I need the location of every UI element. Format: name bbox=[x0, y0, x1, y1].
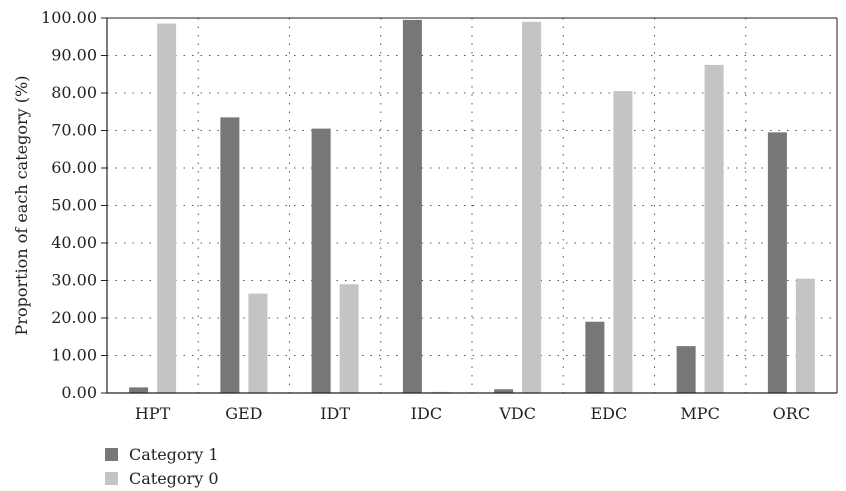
legend-item-category-0: Category 0 bbox=[105, 466, 219, 490]
grid-lines bbox=[107, 18, 837, 393]
bar-category-1-mpc bbox=[676, 346, 696, 393]
x-tick-label: HPT bbox=[135, 404, 171, 423]
x-tick-label: ORC bbox=[773, 404, 810, 423]
x-tick-label: VDC bbox=[498, 404, 536, 423]
legend-label-category-1: Category 1 bbox=[129, 444, 219, 464]
legend-label-category-0: Category 0 bbox=[129, 468, 219, 488]
y-tick-label: 90.00 bbox=[51, 46, 97, 65]
bar-category-1-idt bbox=[311, 128, 331, 393]
x-tick-label: EDC bbox=[591, 404, 628, 423]
y-tick-label: 10.00 bbox=[51, 346, 97, 365]
y-tick-labels: 0.00 10.00 20.00 30.00 40.00 50.00 60.00 70.00 8… bbox=[41, 8, 97, 402]
y-tick-label: 80.00 bbox=[51, 83, 97, 102]
y-tick-label: 20.00 bbox=[51, 308, 97, 327]
bar-category-1-orc bbox=[767, 132, 787, 393]
bar-category-0-hpt bbox=[157, 23, 177, 393]
y-tick-label: 100.00 bbox=[41, 8, 97, 27]
y-tick-label: 60.00 bbox=[51, 158, 97, 177]
bar-category-1-hpt bbox=[129, 387, 149, 393]
legend-swatch-category-1 bbox=[105, 447, 118, 461]
legend: Category 1 Category 0 bbox=[105, 442, 219, 490]
bar-category-0-vdc bbox=[522, 21, 542, 393]
x-tick-label: IDC bbox=[411, 404, 442, 423]
bar-category-1-edc bbox=[585, 321, 605, 393]
bar-category-1-vdc bbox=[494, 389, 514, 393]
y-tick-label: 0.00 bbox=[61, 383, 97, 402]
legend-swatch-category-0 bbox=[105, 471, 118, 485]
legend-item-category-1: Category 1 bbox=[105, 442, 219, 466]
y-tick-label: 50.00 bbox=[51, 196, 97, 215]
x-tick-labels: HPT GED IDT IDC VDC EDC MPC ORC bbox=[135, 404, 810, 423]
x-tick-label: MPC bbox=[680, 404, 719, 423]
x-tick-label: IDT bbox=[320, 404, 350, 423]
bar-category-0-orc bbox=[795, 278, 815, 393]
bar-category-0-idt bbox=[339, 284, 359, 393]
bar-category-1-ged bbox=[220, 117, 240, 393]
x-tick-label: GED bbox=[225, 404, 262, 423]
y-tick-label: 70.00 bbox=[51, 121, 97, 140]
bar-category-0-ged bbox=[248, 293, 268, 393]
bar-category-0-edc bbox=[613, 91, 633, 393]
bar-category-1-idc bbox=[402, 19, 422, 393]
bar-category-0-mpc bbox=[704, 64, 724, 393]
y-axis-label: Proportion of each category (%) bbox=[12, 76, 31, 336]
axes bbox=[101, 17, 838, 394]
y-tick-label: 30.00 bbox=[51, 271, 97, 290]
y-tick-label: 40.00 bbox=[51, 233, 97, 252]
bars bbox=[129, 19, 815, 393]
